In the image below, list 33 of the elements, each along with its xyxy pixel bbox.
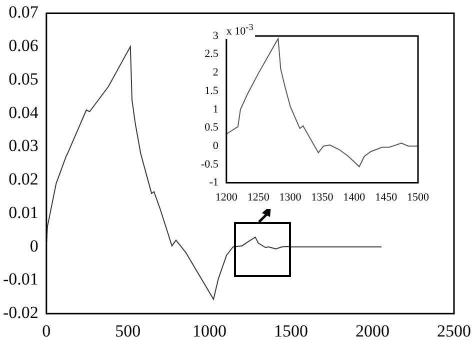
y-tick-label: 2 <box>212 66 218 79</box>
x-tick-label: 1350 <box>311 191 334 204</box>
x-tick-label: 1450 <box>375 191 398 204</box>
x-tick-label: 1250 <box>247 191 270 204</box>
y-tick-label: 1.5 <box>204 84 219 97</box>
y-tick-label: 0.06 <box>8 36 38 56</box>
y-tick-label: -0.5 <box>200 158 219 170</box>
x-tick-label: 1000 <box>192 321 226 340</box>
y-tick-label: 0.07 <box>8 2 39 22</box>
x-tick-label: 2500 <box>437 321 471 340</box>
y-tick-label: 0.5 <box>204 122 219 134</box>
x-tick-label: 1200 <box>215 191 238 204</box>
y-tick-label: 1 <box>212 103 218 116</box>
y-tick-label: 0.05 <box>8 69 38 88</box>
y-tick-label: 0 <box>212 140 219 152</box>
x-tick-label: 1500 <box>274 321 308 340</box>
y-tick-label: 0.03 <box>8 136 38 156</box>
y-tick-label: -0.01 <box>2 270 38 289</box>
y-tick-label: 0.04 <box>8 102 39 122</box>
y-tick-label: -0.02 <box>2 303 38 322</box>
y-tick-label: -1 <box>209 176 218 189</box>
x-tick-label: 1300 <box>279 191 302 204</box>
annotation: x 10$^{-3}$ <box>224 20 256 39</box>
y-tick-label: 0.01 <box>8 202 38 222</box>
x-tick-label: 1400 <box>343 191 366 204</box>
y-tick-label: 0 <box>30 236 38 256</box>
y-tick-label: 2.5 <box>204 48 219 60</box>
x-tick-label: 0 <box>42 321 51 340</box>
x-tick-label: 1500 <box>407 191 430 204</box>
x-tick-label: 500 <box>115 321 141 340</box>
x-tick-label: 2000 <box>355 321 390 340</box>
y-tick-label: 3 <box>212 30 219 42</box>
y-tick-label: 0.02 <box>8 170 38 189</box>
